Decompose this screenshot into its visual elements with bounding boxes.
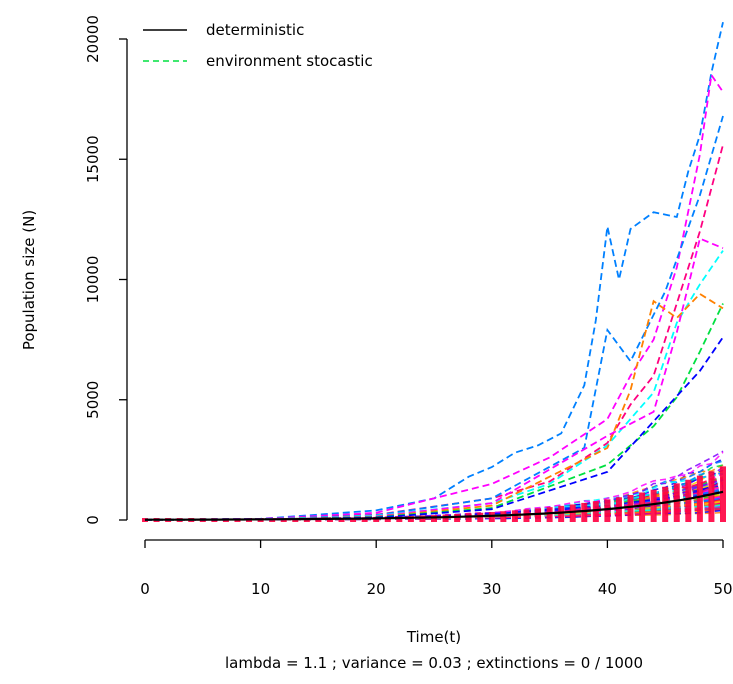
stochastic-run-line [144, 503, 724, 521]
x-tick-label: 40 [598, 580, 617, 598]
y-axis-ticks: 0 5000 10000 15000 20000 [84, 15, 127, 525]
deterministic-line [144, 490, 724, 521]
stochastic-run-line [144, 482, 724, 521]
x-tick-label: 20 [367, 580, 386, 598]
x-tick-label: 10 [251, 580, 270, 598]
chart-subtitle: lambda = 1.1 ; variance = 0.03 ; extinct… [225, 654, 643, 672]
y-tick-label: 20000 [84, 15, 102, 63]
stochastic-run-line-high [144, 72, 724, 521]
x-axis-ticks: 0 10 20 30 40 50 [140, 540, 733, 598]
stochastic-run-line [144, 451, 724, 521]
legend-label-stochastic: environment stocastic [206, 52, 373, 70]
stochastic-run-line [144, 492, 724, 521]
y-tick-label: 15000 [84, 135, 102, 183]
highlighted-stochastic-runs [144, 21, 724, 521]
stochastic-run-line-high [144, 237, 724, 521]
x-tick-label: 50 [713, 580, 732, 598]
stochastic-run-line [144, 450, 724, 521]
stochastic-run-line [144, 495, 724, 521]
legend-label-deterministic: deterministic [206, 21, 304, 39]
stochastic-run-line [144, 507, 724, 521]
stochastic-run-line-high [144, 144, 724, 521]
stochastic-run-line [144, 480, 724, 521]
deterministic-series [144, 490, 724, 521]
y-tick-label: 10000 [84, 256, 102, 304]
x-tick-label: 0 [140, 580, 150, 598]
stochastic-run-line-high [144, 292, 724, 521]
stochastic-run-line-high [144, 115, 724, 521]
stochastic-run-line [144, 504, 724, 521]
y-axis-title: Population size (N) [20, 210, 38, 350]
stochastic-run-line [145, 469, 724, 521]
legend: deterministic environment stocastic [143, 21, 373, 70]
stochastic-run-line [144, 479, 724, 521]
x-axis-title: Time(t) [406, 628, 461, 646]
stochastic-run-line-high [144, 250, 724, 521]
x-tick-label: 30 [482, 580, 501, 598]
y-tick-label: 0 [84, 515, 102, 525]
stochastic-run-line [145, 504, 724, 521]
stochastic-run-line-high [144, 21, 724, 521]
y-tick-label: 5000 [84, 381, 102, 419]
